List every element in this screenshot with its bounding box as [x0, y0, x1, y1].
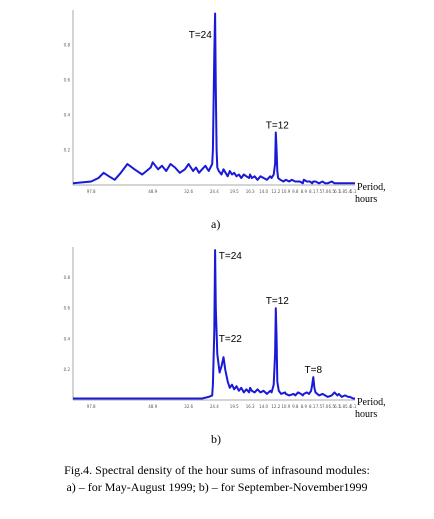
- chart-b-annotation-t24: T=24: [219, 251, 243, 262]
- chart-b-x-tick-label: 6.5: [329, 404, 336, 409]
- chart-a-annotation-t24: T=24: [189, 30, 213, 41]
- chart-a-y-tick-label: 0.4: [64, 113, 71, 118]
- chart-a-x-tick-label: 7.0: [322, 189, 329, 194]
- chart-b-x-tick-labels: 97.8 48.9 32.6 24.4 19.5 16.3 14.0 12.2 10.9 9.8 8…: [87, 404, 357, 409]
- chart-a-x-tick-label: 5.1: [350, 189, 357, 194]
- chart-b-x-tick-label: 5.4: [345, 404, 352, 409]
- chart-b-x-tick-label: 9.8: [292, 404, 299, 409]
- chart-b-x-tick-label: 19.5: [230, 404, 239, 409]
- chart-a-x-tick-label: 8.9: [301, 189, 308, 194]
- chart-a-annotation-t12: T=12: [266, 121, 290, 132]
- chart-a-x-tick-label: 5.4: [345, 189, 352, 194]
- chart-b-y-tick-label: 0.2: [64, 367, 71, 372]
- chart-a-series-line: [72, 12, 355, 185]
- chart-a-panel-label: a): [211, 217, 220, 231]
- chart-a-y-tick-label: 0.6: [64, 78, 71, 83]
- chart-a-x-tick-label: 32.6: [184, 189, 193, 194]
- chart-b-x-axis-label-line2: hours: [355, 409, 377, 420]
- chart-b-annotation-t12: T=12: [266, 296, 290, 307]
- chart-a-x-axis-label-line1: Period,: [357, 182, 386, 193]
- chart-b-x-tick-label: 7.0: [322, 404, 329, 409]
- chart-b-panel-label: b): [211, 432, 221, 446]
- chart-b-annotation-t22: T=22: [219, 334, 243, 345]
- chart-b-y-tick-label: 0.8: [64, 275, 71, 280]
- chart-b-x-tick-label: 97.8: [87, 404, 96, 409]
- chart-a-x-tick-label: 5.8: [339, 189, 346, 194]
- chart-b-series-line: [73, 249, 355, 400]
- chart-b-y-tick-label: 0.4: [64, 336, 71, 341]
- chart-a-x-tick-label: 8.1: [309, 189, 316, 194]
- chart-b: 0.8 0.6 0.4 0.2 97.8 48.9 32.6 24.4 19.5 16.3 14.…: [64, 247, 386, 446]
- chart-b-x-tick-label: 8.9: [301, 404, 308, 409]
- chart-a-y-tick-labels: 0.8 0.6 0.4 0.2: [64, 43, 71, 153]
- chart-a-x-tick-label: 19.5: [230, 189, 239, 194]
- chart-b-x-tick-label: 7.5: [316, 404, 323, 409]
- chart-b-x-tick-label: 48.9: [148, 404, 157, 409]
- figure-caption-line1: Fig.4. Spectral density of the hour sums…: [64, 463, 370, 477]
- chart-b-x-tick-label: 24.4: [210, 404, 219, 409]
- chart-a-x-tick-label: 6.5: [329, 189, 336, 194]
- chart-b-annotation-t8: T=8: [305, 365, 323, 376]
- chart-a-x-tick-label: 16.3: [246, 189, 255, 194]
- chart-b-x-tick-label: 5.8: [339, 404, 346, 409]
- chart-a-x-tick-label: 12.2: [271, 189, 280, 194]
- chart-b-x-tick-label: 5.1: [350, 404, 357, 409]
- chart-a-x-tick-label: 6.1: [334, 189, 341, 194]
- chart-a-x-tick-label: 7.5: [316, 189, 323, 194]
- chart-b-x-tick-label: 16.3: [246, 404, 255, 409]
- chart-a-x-tick-label: 14.0: [259, 189, 268, 194]
- chart-b-x-tick-label: 10.9: [281, 404, 290, 409]
- chart-b-y-tick-labels: 0.8 0.6 0.4 0.2: [64, 275, 71, 372]
- chart-a-x-tick-labels: 97.8 48.9 32.6 24.4 19.5 16.3 14.0 12.2 10.9 9.8 8…: [87, 189, 357, 194]
- chart-b-x-tick-label: 8.1: [309, 404, 316, 409]
- chart-b-y-tick-label: 0.6: [64, 306, 71, 311]
- chart-a-y-tick-label: 0.2: [64, 148, 71, 153]
- chart-a-y-tick-label: 0.8: [64, 43, 71, 48]
- chart-a-x-axis-label-line2: hours: [355, 194, 377, 205]
- chart-b-x-tick-label: 14.0: [259, 404, 268, 409]
- chart-a-x-tick-label: 10.9: [281, 189, 290, 194]
- chart-a-x-tick-label: 97.8: [87, 189, 96, 194]
- chart-a: 0.8 0.6 0.4 0.2 97.8 48.9 32.6 24.4 19.5 16.3 14.…: [64, 10, 386, 231]
- chart-b-x-tick-label: 32.6: [184, 404, 193, 409]
- chart-b-x-tick-label: 6.1: [334, 404, 341, 409]
- chart-a-x-tick-label: 9.8: [292, 189, 299, 194]
- chart-b-x-axis-label-line1: Period,: [357, 397, 386, 408]
- chart-a-x-tick-label: 24.4: [210, 189, 219, 194]
- chart-a-x-tick-label: 48.9: [148, 189, 157, 194]
- chart-b-x-tick-label: 12.2: [271, 404, 280, 409]
- figure-caption-line2: a) – for May-August 1999; b) – for Septe…: [66, 480, 368, 494]
